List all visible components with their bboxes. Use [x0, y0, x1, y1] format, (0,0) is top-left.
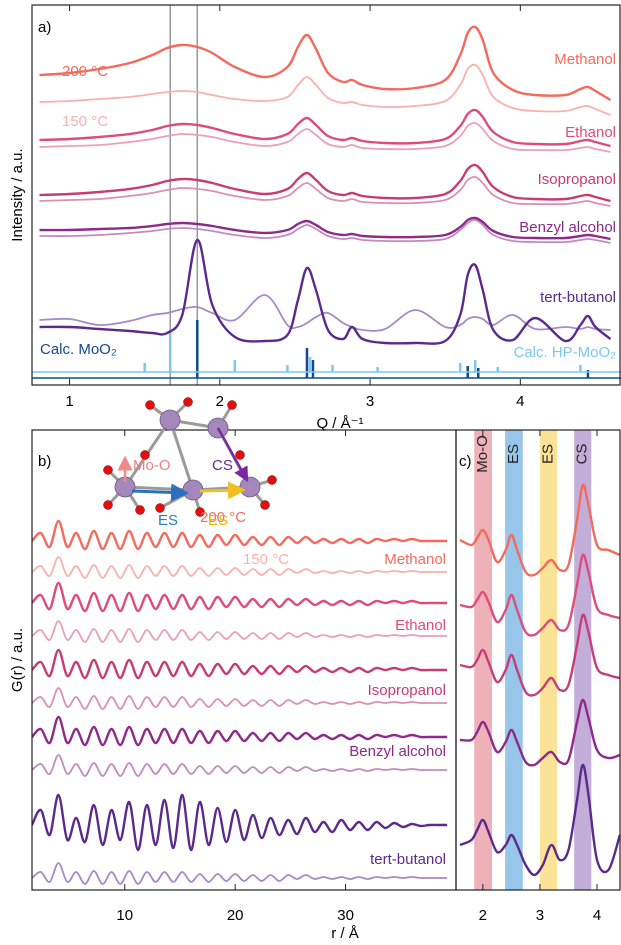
- structure-label: CS: [212, 457, 233, 474]
- x-tick-label: 4: [516, 393, 524, 410]
- panel-label: a): [38, 19, 51, 36]
- structure-inset: [103, 397, 277, 517]
- axis-title-y: Intensity / a.u.: [9, 148, 26, 241]
- band-label: ES: [539, 444, 556, 464]
- x-tick-label: 10: [116, 907, 133, 924]
- reference-label: Calc. HP-MoO₂: [513, 344, 616, 361]
- sample-label: Methanol: [554, 51, 616, 68]
- panel-a-frame: [31, 4, 621, 386]
- panel-label: b): [38, 453, 51, 470]
- band: [574, 430, 592, 890]
- band-label: Mo-O: [474, 435, 491, 473]
- curve: [39, 294, 611, 332]
- x-tick-label: 20: [227, 907, 244, 924]
- sample-label: Benzyl alcohol: [519, 219, 616, 236]
- panel-label: c): [459, 453, 472, 470]
- curve: [32, 687, 448, 710]
- sample-label: tert-butanol: [370, 851, 446, 868]
- curve: [39, 216, 611, 241]
- curve: [459, 553, 621, 637]
- curve: [39, 219, 611, 244]
- curve: [39, 25, 612, 102]
- x-tick-label: 3: [366, 393, 374, 410]
- curve: [459, 698, 621, 767]
- sample-label: Isopropanol: [538, 171, 616, 188]
- x-tick-label: 4: [593, 907, 601, 924]
- curve: [32, 648, 448, 680]
- curve: [39, 108, 611, 148]
- condition-label: 150 °C: [62, 113, 108, 130]
- condition-label: 200 °C: [62, 63, 108, 80]
- condition-label: 150 °C: [243, 551, 289, 568]
- curve: [32, 620, 448, 643]
- x-tick-label: 3: [536, 907, 544, 924]
- panel-plot: [32, 5, 621, 385]
- curve: [32, 715, 448, 747]
- panel-plot: [459, 430, 621, 890]
- curve: [32, 556, 448, 579]
- structure-label: ES: [158, 512, 178, 529]
- curve: [39, 63, 611, 116]
- plot-layer: [32, 5, 621, 890]
- curve: [39, 163, 611, 203]
- panel-plot: [32, 519, 448, 885]
- band-label: ES: [505, 444, 522, 464]
- sample-label: Benzyl alcohol: [349, 743, 446, 760]
- panel-b-frame: [31, 429, 457, 891]
- sample-label: Ethanol: [565, 124, 616, 141]
- curve: [39, 175, 611, 207]
- curve: [32, 519, 448, 551]
- x-tick-label: 30: [337, 907, 354, 924]
- x-tick-label: 2: [479, 907, 487, 924]
- curve: [459, 613, 621, 697]
- axis-title-x: r / Å: [331, 925, 359, 942]
- curve: [32, 793, 448, 852]
- sample-label: Isopropanol: [368, 682, 446, 699]
- curve: [32, 754, 448, 777]
- curve: [459, 483, 621, 577]
- sample-label: tert-butanol: [540, 289, 616, 306]
- structure-label: Mo-O: [133, 457, 171, 474]
- reference-label: Calc. MoO₂: [40, 341, 117, 358]
- structure-label: ES: [208, 512, 228, 529]
- sample-label: Methanol: [384, 551, 446, 568]
- x-tick-label: 2: [216, 393, 224, 410]
- band-label: CS: [574, 444, 591, 465]
- sample-label: Ethanol: [395, 617, 446, 634]
- band: [474, 430, 492, 890]
- condition-label: 200 °C: [200, 509, 246, 526]
- band: [539, 430, 558, 890]
- panel-c-frame: [455, 429, 621, 891]
- axis-title-y: G(r) / a.u.: [9, 628, 26, 692]
- curve: [459, 763, 621, 877]
- curve: [39, 238, 612, 345]
- curve: [32, 581, 448, 613]
- x-tick-label: 1: [65, 393, 73, 410]
- curve: [39, 121, 611, 153]
- curve: [32, 862, 448, 885]
- axis-title-x: Q / Å⁻¹: [316, 415, 363, 432]
